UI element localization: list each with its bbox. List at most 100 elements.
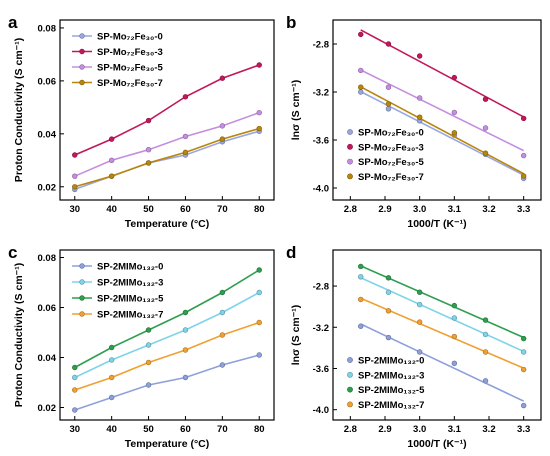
x-tick-label: 40 bbox=[106, 424, 117, 435]
data-point bbox=[256, 319, 262, 326]
legend-swatch-marker bbox=[347, 129, 353, 135]
series-3 bbox=[72, 125, 262, 190]
y-axis-title: Proton Conductivity (S cm⁻¹) bbox=[13, 38, 25, 182]
x-axis-title: 1000/T (K⁻¹) bbox=[407, 438, 466, 450]
data-point bbox=[416, 289, 423, 295]
legend-label: SP-Mo₇₂Fe₃₀-0 bbox=[358, 128, 424, 139]
data-point bbox=[72, 173, 78, 179]
data-point bbox=[182, 309, 189, 316]
legend-label: SP-Mo₇₂Fe₃₀-5 bbox=[97, 63, 163, 74]
data-point bbox=[482, 317, 489, 323]
plot-frame bbox=[59, 249, 275, 421]
data-point bbox=[256, 125, 262, 132]
legend-label: SP-Mo₇₂Fe₃₀-7 bbox=[97, 78, 163, 89]
data-point bbox=[520, 173, 527, 179]
data-point bbox=[219, 309, 226, 316]
x-tick-label: 60 bbox=[180, 204, 191, 215]
legend-swatch-marker bbox=[347, 401, 353, 408]
y-axis-title: Proton Conductivity (S cm⁻¹) bbox=[13, 263, 25, 407]
data-point bbox=[256, 267, 262, 273]
legend-label: SP-2MIMo₁₃₂-3 bbox=[358, 370, 424, 381]
data-point bbox=[520, 349, 527, 355]
y-tick-label: -3.2 bbox=[313, 88, 329, 99]
y-axis-title: lnσ (S cm⁻¹) bbox=[290, 80, 302, 141]
x-tick-label: 30 bbox=[69, 204, 80, 215]
x-axis-title: Temperature (°C) bbox=[125, 218, 210, 230]
data-point bbox=[482, 349, 489, 355]
legend: SP-Mo₇₂Fe₃₀-0 SP-Mo₇₂Fe₃₀-3 SP-Mo₇₂Fe₃₀-5 S… bbox=[72, 32, 163, 89]
data-point bbox=[385, 334, 392, 341]
series-line bbox=[74, 269, 260, 369]
panel-d: d 2.8 2.9 3.0 3.1 3.2 3.3 -2.8 -3.2 -3.6 -4.0 1000/… bbox=[286, 243, 542, 450]
fit-line bbox=[360, 277, 524, 353]
x-axis-title: 1000/T (K⁻¹) bbox=[407, 218, 466, 230]
x-tick-label: 3.1 bbox=[448, 204, 462, 215]
x-tick-label: 60 bbox=[180, 424, 191, 435]
legend-swatch-marker bbox=[79, 48, 85, 55]
legend-label: SP-Mo₇₂Fe₃₀-7 bbox=[358, 172, 424, 183]
series-2 bbox=[358, 67, 527, 159]
data-point bbox=[219, 75, 226, 81]
data-point bbox=[416, 301, 423, 308]
data-point bbox=[451, 74, 458, 81]
legend-swatch-marker bbox=[79, 64, 85, 70]
series-2 bbox=[358, 263, 527, 342]
series-2 bbox=[72, 109, 262, 179]
legend-label: SP-Mo₇₂Fe₃₀-0 bbox=[97, 32, 163, 43]
data-point bbox=[108, 344, 115, 351]
x-tick-label: 2.9 bbox=[378, 424, 391, 435]
data-point bbox=[145, 342, 152, 348]
data-point bbox=[72, 374, 78, 381]
data-point bbox=[108, 173, 115, 179]
data-point bbox=[108, 374, 115, 381]
series-3 bbox=[358, 84, 527, 179]
panel-letter: c bbox=[8, 243, 17, 262]
fit-line bbox=[360, 86, 525, 175]
data-point bbox=[358, 263, 364, 270]
series-line bbox=[74, 127, 260, 188]
legend-label: SP-2MIMo₁₃₂-3 bbox=[97, 278, 163, 289]
legend-label: SP-Mo₇₂Fe₃₀-3 bbox=[358, 142, 424, 153]
legend-label: SP-2MIMo₁₃₂-0 bbox=[97, 262, 163, 273]
panel-letter: b bbox=[286, 13, 296, 32]
data-point bbox=[72, 364, 78, 371]
data-point bbox=[451, 333, 458, 340]
legend-label: SP-Mo₇₂Fe₃₀-5 bbox=[358, 157, 424, 168]
data-point bbox=[520, 402, 527, 409]
y-tick-label: -2.8 bbox=[313, 40, 329, 51]
series-3 bbox=[358, 296, 527, 373]
y-tick-label: -2.8 bbox=[313, 282, 329, 293]
data-point bbox=[219, 362, 226, 368]
data-point bbox=[451, 130, 458, 136]
legend-swatch-marker bbox=[347, 386, 353, 393]
data-point bbox=[451, 360, 458, 367]
series-1 bbox=[72, 289, 262, 381]
data-point bbox=[358, 296, 364, 303]
fit-line bbox=[360, 265, 524, 339]
data-point bbox=[416, 95, 423, 101]
x-tick-label: 3.3 bbox=[517, 204, 530, 215]
legend-label: SP-2MIMo₁₃₂-7 bbox=[358, 400, 424, 411]
data-point bbox=[182, 94, 189, 100]
legend-label: SP-2MIMo₁₃₂-7 bbox=[97, 310, 163, 321]
data-point bbox=[72, 387, 78, 393]
legend-swatch-marker bbox=[79, 79, 85, 86]
panel-letter: a bbox=[8, 13, 18, 32]
data-point bbox=[416, 53, 423, 59]
data-point bbox=[108, 157, 115, 163]
y-axis-title: lnσ (S cm⁻¹) bbox=[290, 305, 302, 366]
legend-label: SP-2MIMo₁₃₂-0 bbox=[358, 356, 424, 367]
y-tick-label: 0.02 bbox=[38, 182, 57, 193]
series-0 bbox=[358, 323, 527, 409]
plot-frame bbox=[332, 19, 542, 201]
y-tick-label: -3.6 bbox=[313, 136, 329, 147]
data-point bbox=[520, 335, 527, 342]
x-tick-label: 3.2 bbox=[482, 424, 495, 435]
legend-swatch-marker bbox=[347, 357, 353, 363]
legend-swatch-marker bbox=[79, 33, 85, 39]
series-line bbox=[74, 354, 260, 411]
data-point bbox=[385, 308, 392, 314]
x-tick-label: 3.0 bbox=[413, 424, 426, 435]
data-point bbox=[416, 349, 423, 355]
